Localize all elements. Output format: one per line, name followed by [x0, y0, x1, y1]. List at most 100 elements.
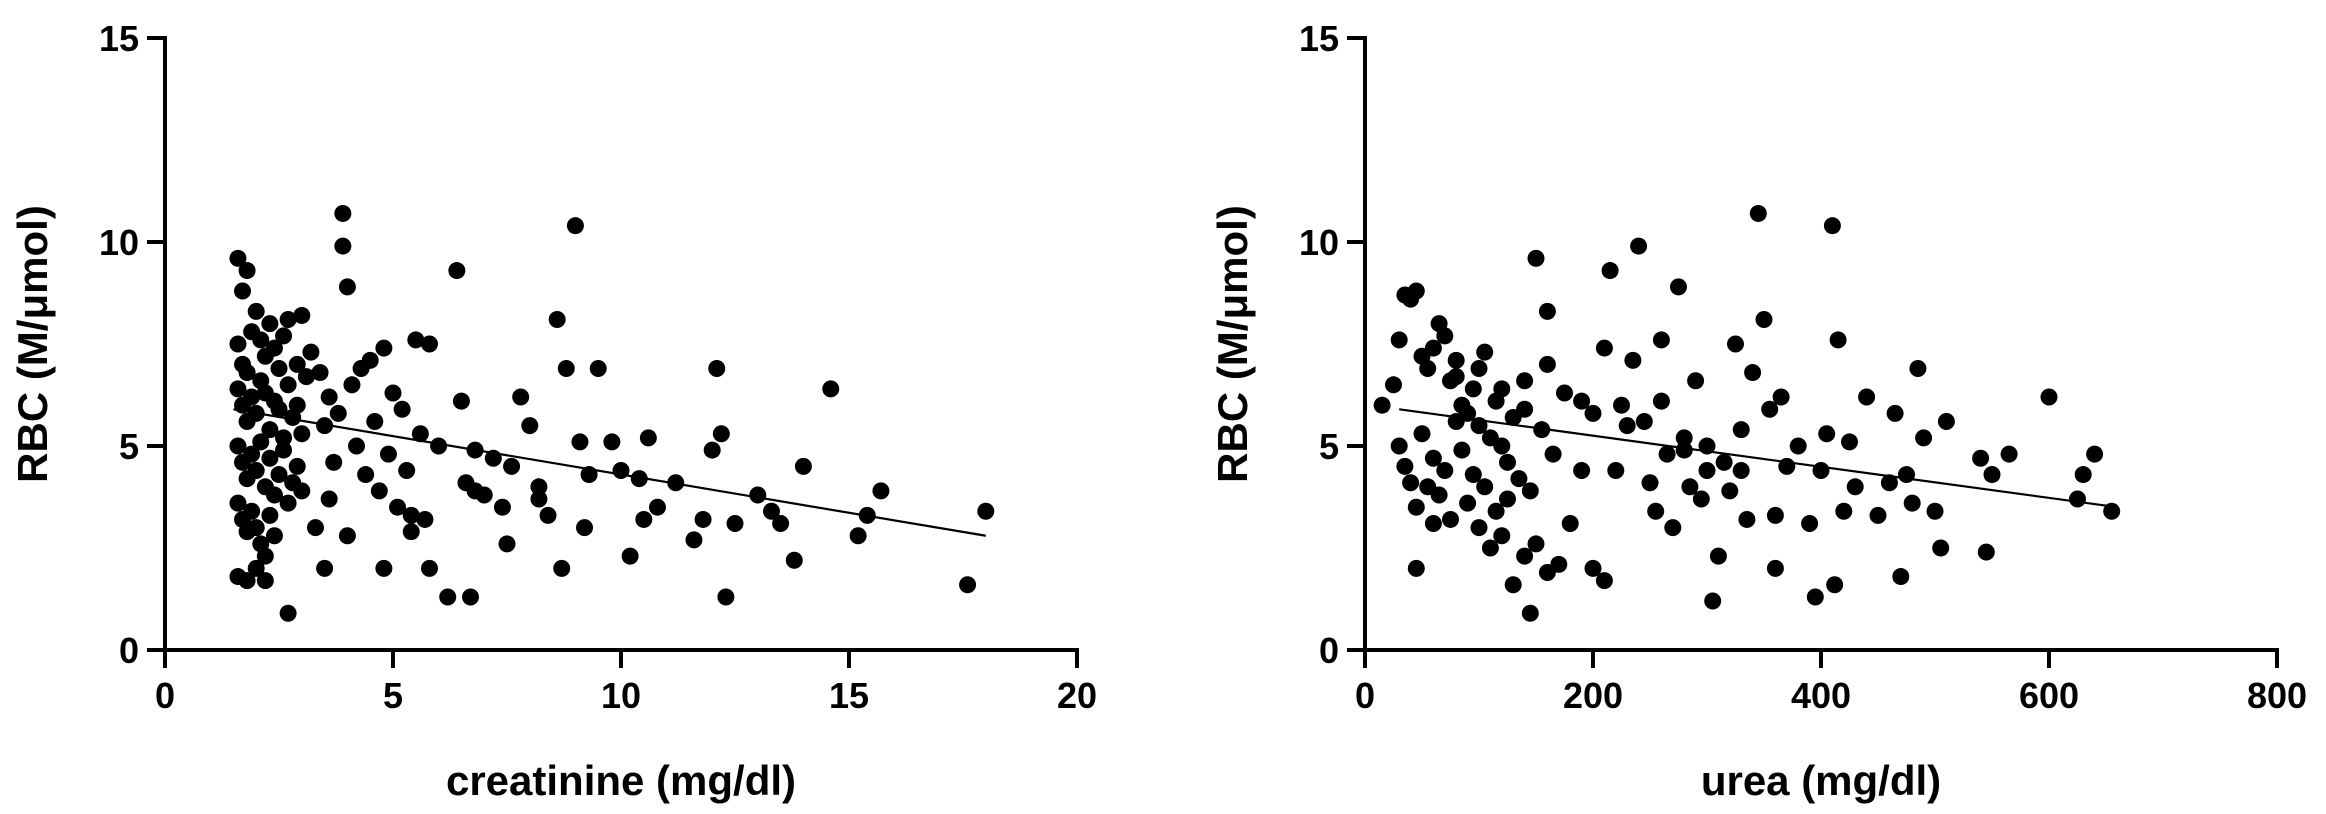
data-point	[370, 482, 388, 500]
data-point	[621, 547, 639, 565]
data-point	[338, 278, 356, 296]
data-point	[402, 506, 420, 524]
data-point	[484, 449, 502, 467]
data-point	[1584, 559, 1602, 577]
data-point	[2103, 502, 2121, 520]
data-point	[1761, 400, 1779, 418]
data-point	[411, 425, 429, 443]
data-point	[1647, 502, 1665, 520]
data-point	[772, 515, 790, 533]
data-point	[1499, 453, 1516, 471]
y-tick-label: 0	[119, 630, 139, 671]
data-point	[1846, 478, 1864, 496]
scatter-plot-urea: 0 5 10 15 0 200 400 600 800 urea (mg/dl) RBC (M/μm…	[1209, 18, 2307, 804]
data-point	[265, 339, 283, 357]
data-point	[612, 461, 630, 479]
x-tick-label: 800	[2247, 675, 2307, 716]
data-point	[849, 527, 867, 545]
regression-line	[1399, 408, 2118, 509]
data-point	[229, 494, 247, 512]
data-point	[293, 425, 311, 443]
data-point	[726, 515, 744, 533]
data-point	[708, 359, 726, 377]
data-point	[247, 461, 265, 479]
data-point	[822, 380, 840, 398]
data-point	[261, 506, 279, 524]
data-point	[785, 551, 803, 569]
data-point	[648, 498, 666, 516]
data-point	[439, 588, 457, 606]
data-point	[1806, 588, 1824, 606]
data-point	[1459, 494, 1477, 512]
data-point	[1385, 376, 1402, 394]
data-point	[667, 474, 685, 492]
data-point	[1675, 441, 1693, 459]
x-tick-label: 15	[829, 675, 869, 716]
data-point	[872, 482, 890, 500]
y-tick-label: 15	[1299, 18, 1339, 59]
data-point	[1544, 445, 1562, 463]
data-point	[316, 559, 334, 577]
data-point	[1744, 364, 1762, 382]
data-point	[452, 392, 470, 410]
data-point	[1533, 421, 1551, 439]
data-point	[1595, 572, 1613, 590]
data-point	[589, 359, 607, 377]
data-point	[1447, 413, 1465, 431]
y-axis-title: RBC (M/μmol)	[9, 205, 56, 483]
data-point	[466, 441, 484, 459]
data-point	[548, 311, 566, 329]
data-point	[366, 413, 384, 431]
data-point	[247, 302, 265, 320]
data-point	[512, 388, 530, 406]
data-point	[1470, 359, 1488, 377]
data-point	[402, 523, 420, 541]
data-point	[297, 368, 315, 386]
data-point	[348, 437, 366, 455]
data-point	[306, 519, 324, 537]
data-point	[1983, 466, 2001, 484]
data-point	[288, 457, 306, 475]
data-point	[1573, 392, 1591, 410]
data-point	[1419, 359, 1437, 377]
data-point	[243, 502, 261, 520]
data-point	[316, 417, 334, 435]
data-point	[229, 437, 247, 455]
data-point	[1692, 490, 1710, 508]
data-point	[1573, 461, 1591, 479]
data-point	[462, 588, 480, 606]
x-tick-label: 0	[155, 675, 175, 716]
data-point	[357, 466, 375, 484]
data-point	[1595, 339, 1613, 357]
data-point	[630, 470, 648, 488]
data-point	[1499, 490, 1516, 508]
data-point	[265, 527, 283, 545]
data-point	[1709, 547, 1727, 565]
data-point	[1937, 413, 1955, 431]
data-point	[521, 417, 539, 435]
data-point	[1789, 437, 1807, 455]
data-point	[1538, 302, 1556, 320]
data-point	[1715, 453, 1733, 471]
data-point	[1932, 539, 1950, 557]
data-point	[1681, 478, 1699, 496]
data-point	[407, 331, 425, 349]
x-axis-title: creatinine (mg/dl)	[446, 757, 796, 804]
data-point	[1453, 441, 1471, 459]
data-point	[635, 510, 653, 528]
data-point	[238, 572, 256, 590]
data-point	[270, 466, 288, 484]
data-point	[749, 486, 767, 504]
data-point	[1373, 396, 1391, 414]
data-point	[959, 576, 977, 594]
data-point	[1493, 437, 1511, 455]
data-point	[1972, 449, 1990, 467]
y-tick-label: 10	[1299, 222, 1339, 263]
data-point	[794, 457, 812, 475]
data-point	[493, 498, 511, 516]
data-point	[1635, 413, 1653, 431]
data-point	[275, 327, 293, 345]
data-point	[1493, 380, 1511, 398]
data-point	[1826, 576, 1844, 594]
data-point	[1675, 429, 1693, 447]
